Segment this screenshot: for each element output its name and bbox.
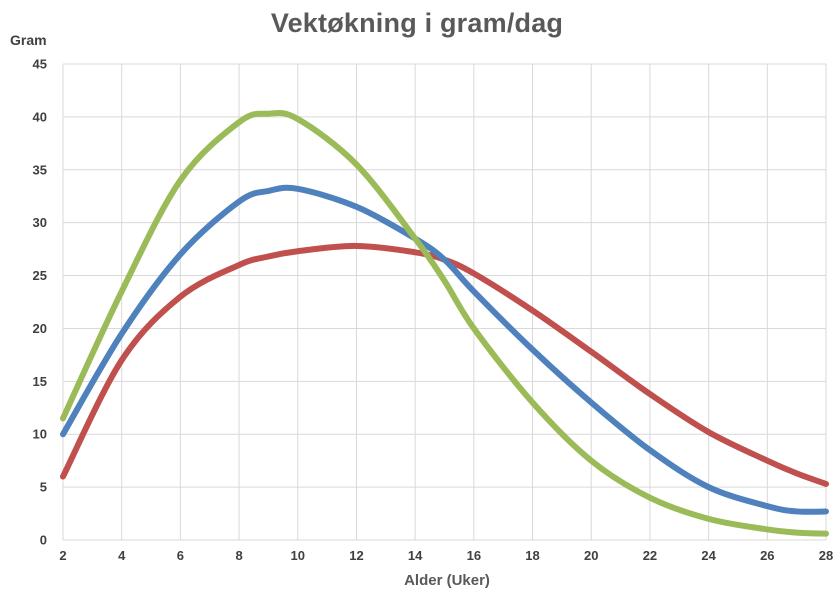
y-tick-label: 30 (33, 215, 47, 230)
x-tick-label: 2 (59, 548, 66, 563)
y-tick-label: 0 (40, 533, 47, 548)
y-tick-labels: 0 5 10 15 20 25 30 35 40 45 (33, 57, 47, 548)
x-tick-label: 20 (584, 548, 598, 563)
x-tick-label: 18 (525, 548, 539, 563)
series-lines (60, 109, 829, 537)
x-tick-label: 22 (643, 548, 657, 563)
x-tick-label: 14 (408, 548, 423, 563)
chart-title: Vektøkning i gram/dag (270, 8, 564, 38)
x-tick-label: 12 (349, 548, 363, 563)
y-tick-label: 25 (33, 268, 47, 283)
x-axis-label: Alder (Uker) (404, 572, 490, 589)
y-tick-label: 35 (33, 162, 47, 177)
x-tick-label: 16 (467, 548, 481, 563)
x-tick-label: 4 (118, 548, 126, 563)
y-tick-label: 40 (33, 109, 47, 124)
series-line-blue (60, 184, 829, 515)
x-tick-label: 24 (701, 548, 716, 563)
x-tick-label: 26 (760, 548, 774, 563)
x-tick-label: 28 (819, 548, 833, 563)
y-axis-label: Gram (10, 32, 47, 48)
x-tick-labels: 2 4 6 8 10 12 14 16 18 20 22 24 26 28 (59, 548, 833, 563)
x-tick-label: 10 (291, 548, 305, 563)
series-line-green (60, 109, 829, 537)
y-tick-label: 20 (33, 321, 47, 336)
y-tick-label: 5 (40, 480, 47, 495)
y-tick-label: 10 (33, 427, 47, 442)
y-tick-label: 45 (33, 57, 47, 72)
x-tick-label: 6 (177, 548, 184, 563)
x-tick-label: 8 (235, 548, 242, 563)
y-tick-label: 15 (33, 374, 47, 389)
